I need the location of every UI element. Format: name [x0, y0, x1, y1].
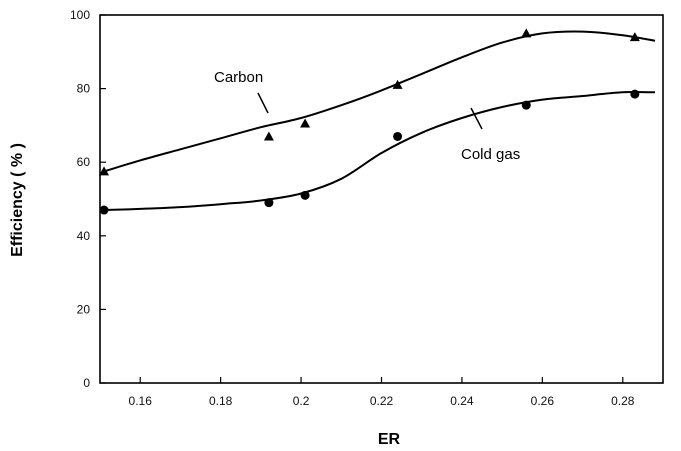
- y-tick-label: 80: [77, 82, 91, 96]
- x-tick-label: 0.24: [450, 394, 474, 408]
- x-tick-label: 0.2: [293, 394, 310, 408]
- series-line-carbon: [103, 30, 656, 173]
- x-tick-label: 0.16: [129, 394, 153, 408]
- x-tick-label: 0.18: [209, 394, 233, 408]
- data-point-cold-gas: [521, 100, 531, 110]
- data-point-cold-gas: [99, 205, 109, 215]
- plot-border: [99, 14, 664, 384]
- data-point-cold-gas: [300, 190, 310, 200]
- data-point-cold-gas: [630, 89, 640, 99]
- series-layer: [99, 28, 656, 215]
- x-tick-label: 0.26: [531, 394, 555, 408]
- x-axis-title: ER: [378, 431, 401, 448]
- annotation-cold-gas-leader: [470, 107, 483, 130]
- data-point-carbon: [629, 32, 640, 42]
- y-tick-label: 40: [77, 229, 91, 243]
- annotation-carbon-leader: [257, 92, 269, 114]
- y-axis-title: Efficiency ( % ): [9, 143, 26, 257]
- annotation-carbon: Carbon: [214, 69, 263, 86]
- data-point-carbon: [392, 79, 403, 89]
- y-tick-label: 100: [70, 8, 90, 22]
- data-point-cold-gas: [393, 131, 403, 141]
- data-point-carbon: [99, 166, 110, 176]
- y-tick-label: 60: [77, 155, 91, 169]
- annotation-cold-gas: Cold gas: [461, 146, 520, 163]
- plot-frame: [99, 14, 664, 384]
- data-point-carbon: [263, 131, 274, 141]
- data-point-carbon: [521, 28, 532, 38]
- annotations: Carbon Cold gas: [214, 69, 520, 163]
- x-tick-label: 0.28: [611, 394, 635, 408]
- data-point-cold-gas: [264, 198, 274, 208]
- x-tick-label: 0.22: [370, 394, 394, 408]
- y-tick-label: 20: [77, 302, 91, 316]
- data-point-carbon: [300, 118, 311, 128]
- axis-ticks: 0.16 0.18 0.2 0.22 0.24 0.26 0.28 0 20 40 60 80 100: [70, 8, 635, 408]
- y-tick-label: 0: [83, 376, 90, 390]
- series-line-cold-gas: [103, 91, 656, 211]
